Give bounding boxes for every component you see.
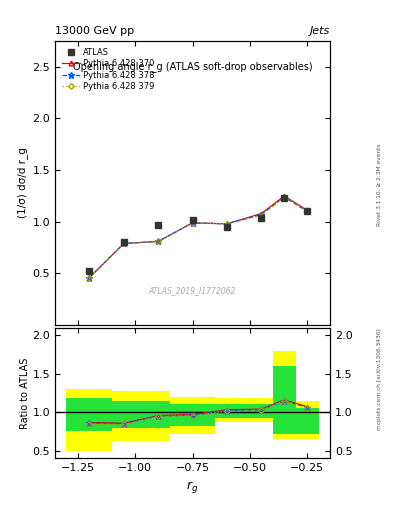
X-axis label: $r_g$: $r_g$: [186, 479, 199, 495]
Text: Rivet 3.1.10, ≥ 2.3M events: Rivet 3.1.10, ≥ 2.3M events: [377, 143, 382, 226]
Y-axis label: Ratio to ATLAS: Ratio to ATLAS: [20, 357, 29, 429]
Text: Opening angle r_g (ATLAS soft-drop observables): Opening angle r_g (ATLAS soft-drop obser…: [73, 61, 312, 72]
Legend: ATLAS, Pythia 6.428 370, Pythia 6.428 378, Pythia 6.428 379: ATLAS, Pythia 6.428 370, Pythia 6.428 37…: [59, 45, 157, 94]
Text: ATLAS_2019_I1772062: ATLAS_2019_I1772062: [149, 287, 236, 295]
Text: 13000 GeV pp: 13000 GeV pp: [55, 26, 134, 36]
Text: Jets: Jets: [310, 26, 330, 36]
Text: mcplots.cern.ch [arXiv:1306.3436]: mcplots.cern.ch [arXiv:1306.3436]: [377, 328, 382, 430]
Y-axis label: (1/σ) dσ/d r_g: (1/σ) dσ/d r_g: [17, 147, 28, 219]
